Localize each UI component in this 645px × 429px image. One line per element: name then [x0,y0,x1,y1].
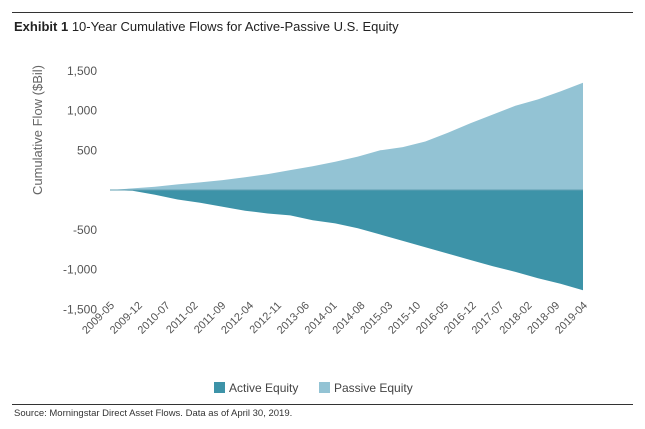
y-tick-label: -1,500 [63,302,97,316]
exhibit-title: Exhibit 1 10-Year Cumulative Flows for A… [14,19,399,34]
y-axis: 1,500 1,000 500 -500 -1,000 -1,500 [63,64,97,316]
y-tick-label: 1,500 [67,64,97,78]
y-tick-label: -500 [73,223,97,237]
legend: Active Equity Passive Equity [214,381,413,395]
y-tick-label: 500 [77,143,97,157]
series-passive-equity-area [110,82,583,190]
legend-swatch-passive [319,382,330,393]
x-axis: 2009-052009-122010-072011-022011-092012-… [80,300,590,337]
chart: 1,500 1,000 500 -500 -1,000 -1,500 2009-05200… [30,64,590,395]
y-tick-label: 1,000 [67,104,97,118]
y-axis-label: Cumulative Flow ($Bil) [30,65,45,195]
legend-label-passive: Passive Equity [334,381,413,395]
source-note: Source: Morningstar Direct Asset Flows. … [14,408,293,419]
chart-title: 10-Year Cumulative Flows for Active-Pass… [71,19,399,34]
plot-area [110,82,583,291]
top-rule [12,12,633,13]
y-tick-label: -1,000 [63,263,97,277]
series-active-equity-area [110,190,583,291]
bottom-rule [12,404,633,405]
exhibit-number: Exhibit 1 [14,19,69,34]
legend-swatch-active [214,382,225,393]
legend-label-active: Active Equity [229,381,298,395]
